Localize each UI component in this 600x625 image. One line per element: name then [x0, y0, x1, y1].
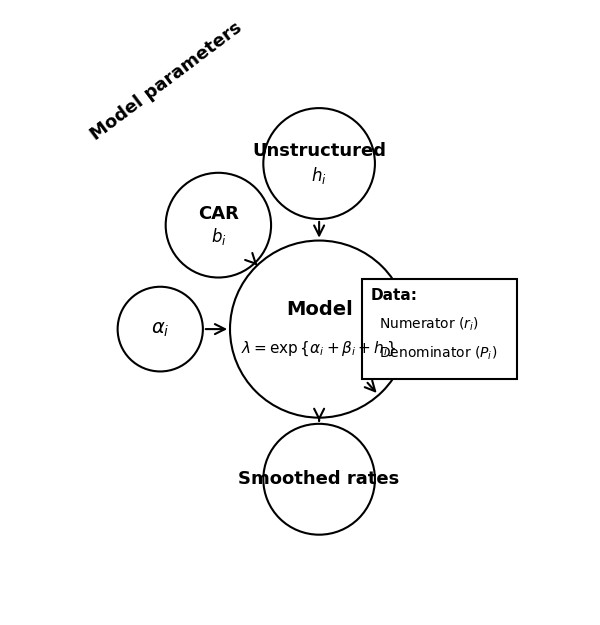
Text: Smoothed rates: Smoothed rates	[239, 470, 400, 488]
Text: Model: Model	[286, 300, 353, 319]
Text: Data:: Data:	[371, 288, 418, 303]
Text: Numerator ($r_i$): Numerator ($r_i$)	[379, 315, 479, 332]
Circle shape	[263, 424, 375, 535]
Text: $\alpha_i$: $\alpha_i$	[151, 319, 170, 339]
FancyBboxPatch shape	[362, 279, 517, 379]
Circle shape	[263, 108, 375, 219]
Text: Model parameters: Model parameters	[88, 19, 245, 144]
Text: Unstructured: Unstructured	[252, 142, 386, 161]
Text: $h_i$: $h_i$	[311, 165, 327, 186]
Text: $b_i$: $b_i$	[211, 226, 226, 247]
Circle shape	[230, 241, 408, 418]
Circle shape	[118, 287, 203, 371]
Circle shape	[166, 173, 271, 278]
Text: Denominator ($P_i$): Denominator ($P_i$)	[379, 344, 497, 362]
Text: $\lambda = \exp\{\alpha_i + \beta_i + h_i\}$: $\lambda = \exp\{\alpha_i + \beta_i + h_…	[241, 339, 397, 357]
Text: CAR: CAR	[198, 204, 239, 222]
